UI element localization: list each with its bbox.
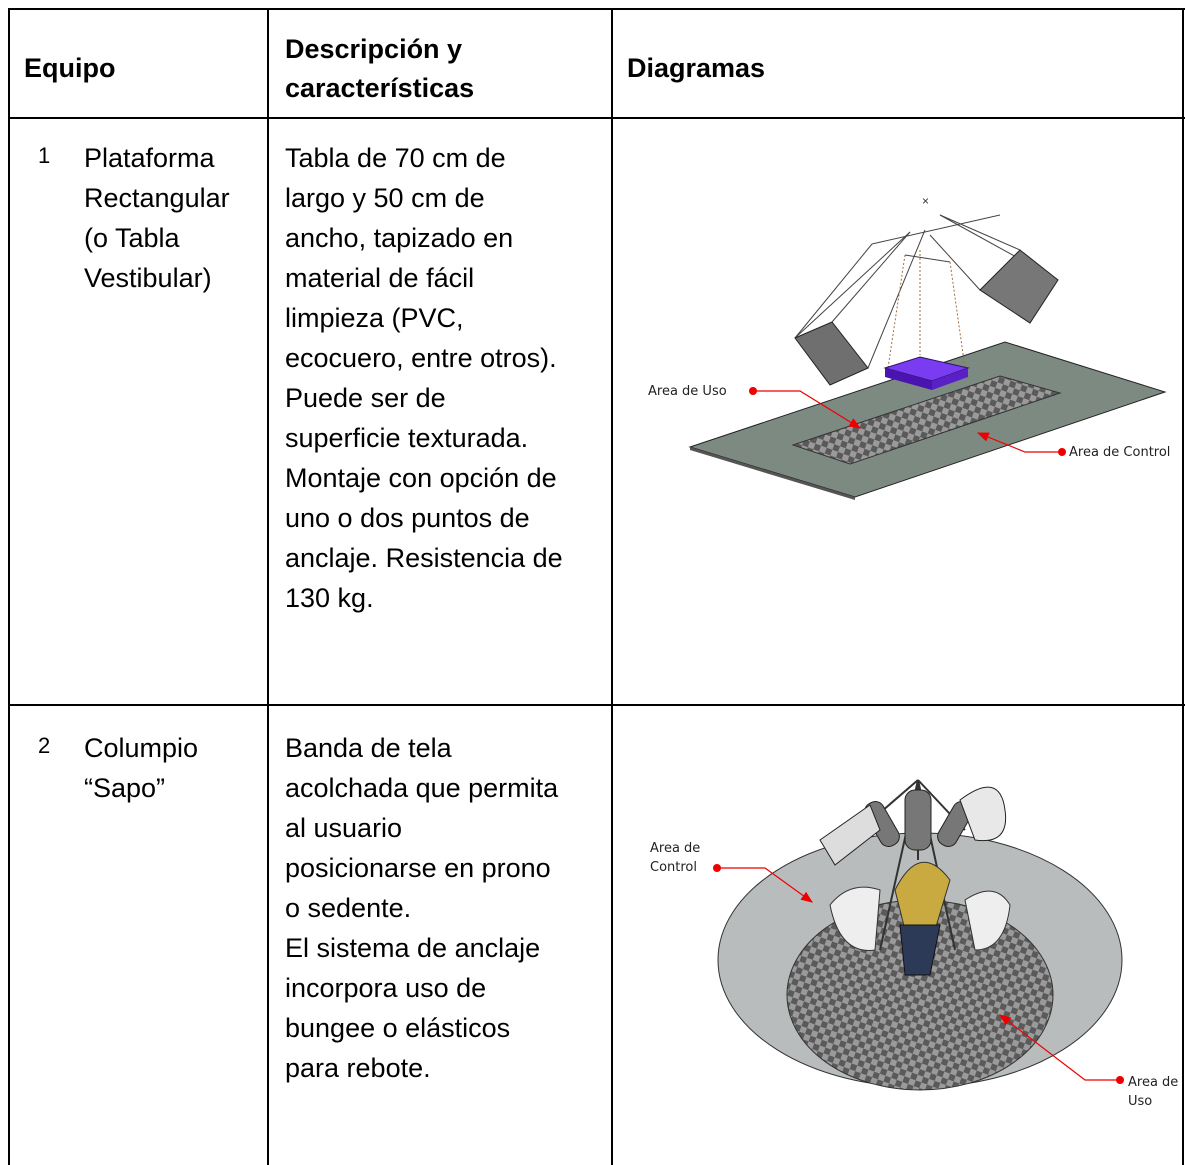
equipment-name: Columpio — [84, 733, 199, 763]
diagram-label: Area de Uso — [648, 384, 727, 399]
description-line: Tabla de 70 cm de — [285, 143, 506, 173]
svg-text:×: × — [922, 194, 929, 208]
equipment-name: “Sapo” — [84, 773, 166, 803]
diagram-label: Area de Control — [650, 841, 701, 875]
description-line: bungee o elásticos — [285, 1013, 511, 1043]
description-line: limpieza (PVC, — [285, 303, 464, 333]
description-line: o sedente. — [285, 893, 412, 923]
header-cell: Equipo — [24, 53, 116, 83]
equipment-name: Vestibular) — [84, 263, 212, 293]
description-line: acolchada que permita — [285, 773, 559, 803]
border — [8, 117, 1185, 119]
equipment-name: (o Tabla — [84, 223, 180, 253]
border — [8, 8, 1185, 10]
description-line: incorpora uso de — [285, 973, 487, 1003]
description-line: largo y 50 cm de — [285, 183, 485, 213]
description-line: posicionarse en prono — [285, 853, 551, 883]
border — [611, 8, 613, 1165]
diagram-label: Area de Control — [1069, 445, 1171, 460]
description-line: material de fácil — [285, 263, 475, 293]
equipment-name: Plataforma — [84, 143, 215, 173]
swing-diagram — [713, 779, 1124, 1091]
equipment-name: Rectangular — [84, 183, 230, 213]
border — [8, 8, 10, 1165]
description-line: Banda de tela — [285, 733, 452, 763]
border — [1182, 8, 1184, 1165]
description-line: 130 kg. — [285, 583, 374, 613]
description-line: El sistema de anclaje — [285, 933, 541, 963]
platform-diagram: × — [688, 194, 1167, 500]
description-line: ancho, tapizado en — [285, 223, 514, 253]
border — [267, 8, 269, 1165]
description-line: superficie texturada. — [285, 423, 529, 453]
description-line: anclaje. Resistencia de — [285, 543, 563, 573]
description-line: para rebote. — [285, 1053, 431, 1083]
header-cell: Descripción y características — [285, 34, 475, 103]
diagram-label: Area de Uso — [1128, 1075, 1179, 1109]
row-number: 1 — [38, 143, 51, 168]
description-line: al usuario — [285, 813, 403, 843]
description-line: ecocuero, entre otros). — [285, 343, 557, 373]
row-number: 2 — [38, 733, 51, 758]
description-line: Montaje con opción de — [285, 463, 557, 493]
header-cell: Diagramas — [627, 53, 766, 83]
description-line: uno o dos puntos de — [285, 503, 530, 533]
border — [8, 704, 1185, 706]
description-line: Puede ser de — [285, 383, 446, 413]
